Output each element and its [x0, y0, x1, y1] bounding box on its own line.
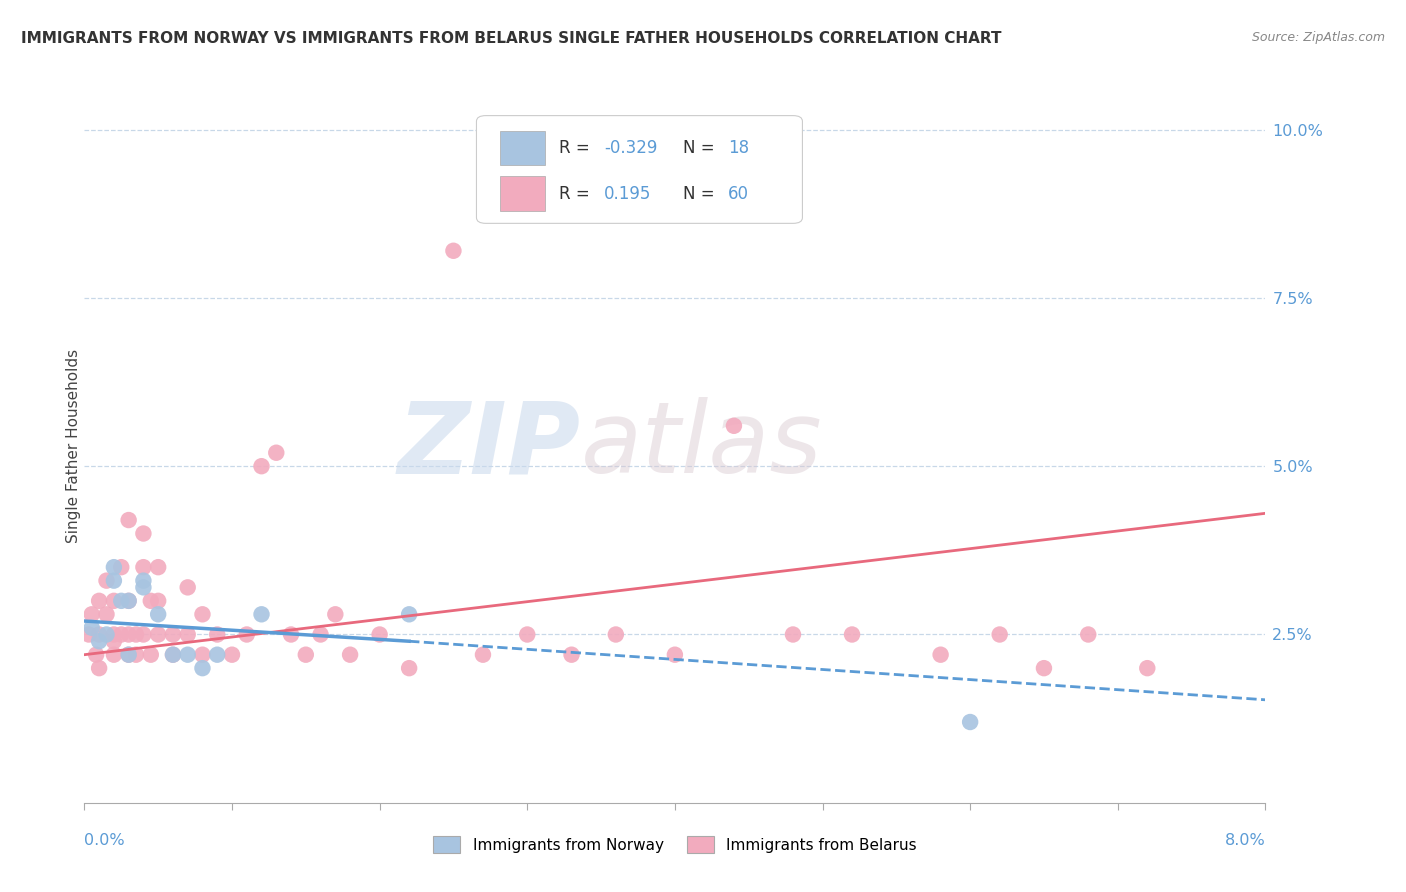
- Legend: Immigrants from Norway, Immigrants from Belarus: Immigrants from Norway, Immigrants from …: [427, 830, 922, 859]
- Point: [368, 627, 391, 641]
- Point: [125, 648, 148, 662]
- Point: [959, 714, 981, 729]
- Point: [118, 594, 141, 608]
- Point: [148, 594, 170, 608]
- Point: [339, 648, 361, 662]
- Point: [472, 648, 495, 662]
- Text: 60: 60: [728, 185, 749, 202]
- Point: [191, 607, 214, 622]
- Point: [605, 627, 627, 641]
- Point: [250, 607, 273, 622]
- Point: [118, 648, 141, 662]
- Point: [103, 634, 125, 648]
- Point: [110, 627, 132, 641]
- Point: [110, 594, 132, 608]
- Text: ZIP: ZIP: [398, 398, 581, 494]
- Point: [148, 627, 170, 641]
- Point: [235, 627, 259, 641]
- Point: [1033, 661, 1056, 675]
- Point: [221, 648, 243, 662]
- Point: [110, 560, 132, 574]
- Point: [162, 648, 184, 662]
- FancyBboxPatch shape: [501, 177, 546, 211]
- Point: [516, 627, 538, 641]
- Point: [191, 661, 214, 675]
- Point: [841, 627, 863, 641]
- Point: [1077, 627, 1099, 641]
- Point: [309, 627, 332, 641]
- Point: [139, 648, 162, 662]
- Point: [80, 621, 103, 635]
- Point: [87, 594, 111, 608]
- Point: [148, 560, 170, 574]
- Point: [87, 627, 111, 641]
- Text: atlas: atlas: [581, 398, 823, 494]
- Point: [177, 648, 200, 662]
- Point: [162, 627, 184, 641]
- FancyBboxPatch shape: [477, 116, 803, 223]
- Y-axis label: Single Father Households: Single Father Households: [66, 349, 80, 543]
- Point: [207, 627, 229, 641]
- Point: [398, 607, 420, 622]
- Point: [295, 648, 318, 662]
- Point: [84, 648, 107, 662]
- Point: [177, 580, 200, 594]
- Text: N =: N =: [683, 185, 720, 202]
- Text: 0.195: 0.195: [605, 185, 651, 202]
- Point: [103, 627, 125, 641]
- Point: [96, 607, 118, 622]
- Point: [177, 627, 200, 641]
- Point: [398, 661, 420, 675]
- Text: N =: N =: [683, 139, 720, 157]
- Text: 8.0%: 8.0%: [1225, 833, 1265, 848]
- Point: [723, 418, 745, 433]
- Point: [139, 594, 162, 608]
- Point: [929, 648, 952, 662]
- Point: [103, 574, 125, 588]
- Text: Source: ZipAtlas.com: Source: ZipAtlas.com: [1251, 31, 1385, 45]
- Point: [1136, 661, 1159, 675]
- Point: [87, 661, 111, 675]
- Point: [280, 627, 302, 641]
- Point: [96, 627, 118, 641]
- Point: [103, 560, 125, 574]
- Point: [325, 607, 347, 622]
- FancyBboxPatch shape: [501, 131, 546, 165]
- Point: [207, 648, 229, 662]
- Point: [132, 560, 155, 574]
- Point: [87, 634, 111, 648]
- Point: [664, 648, 686, 662]
- Text: R =: R =: [560, 185, 595, 202]
- Point: [132, 580, 155, 594]
- Text: -0.329: -0.329: [605, 139, 658, 157]
- Text: 18: 18: [728, 139, 749, 157]
- Text: 0.0%: 0.0%: [84, 833, 125, 848]
- Point: [77, 627, 100, 641]
- Point: [132, 526, 155, 541]
- Point: [443, 244, 465, 258]
- Point: [250, 459, 273, 474]
- Point: [132, 574, 155, 588]
- Text: IMMIGRANTS FROM NORWAY VS IMMIGRANTS FROM BELARUS SINGLE FATHER HOUSEHOLDS CORRE: IMMIGRANTS FROM NORWAY VS IMMIGRANTS FRO…: [21, 31, 1001, 46]
- Point: [96, 574, 118, 588]
- Point: [162, 648, 184, 662]
- Point: [118, 594, 141, 608]
- Point: [561, 648, 583, 662]
- Point: [103, 648, 125, 662]
- Point: [132, 627, 155, 641]
- Point: [125, 627, 148, 641]
- Point: [118, 513, 141, 527]
- Point: [118, 627, 141, 641]
- Point: [988, 627, 1011, 641]
- Text: R =: R =: [560, 139, 595, 157]
- Point: [148, 607, 170, 622]
- Point: [80, 607, 103, 622]
- Point: [103, 594, 125, 608]
- Point: [782, 627, 804, 641]
- Point: [191, 648, 214, 662]
- Point: [264, 446, 288, 460]
- Point: [118, 648, 141, 662]
